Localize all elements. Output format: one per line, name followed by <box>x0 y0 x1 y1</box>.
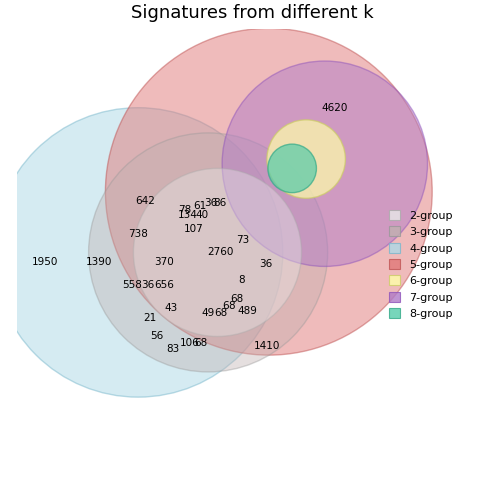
Text: 83: 83 <box>166 344 179 354</box>
Text: 1950: 1950 <box>32 257 58 267</box>
Text: 370: 370 <box>154 257 174 267</box>
Text: 4620: 4620 <box>321 103 347 113</box>
Circle shape <box>134 168 301 337</box>
Text: 8: 8 <box>238 275 245 285</box>
Text: 6: 6 <box>223 300 229 310</box>
Text: 36: 36 <box>141 280 154 290</box>
Text: 642: 642 <box>136 196 156 206</box>
Text: 738: 738 <box>128 229 148 239</box>
Text: 1390: 1390 <box>86 257 112 267</box>
Legend: 2-group, 3-group, 4-group, 5-group, 6-group, 7-group, 8-group: 2-group, 3-group, 4-group, 5-group, 6-gr… <box>389 210 453 319</box>
Text: 36: 36 <box>260 259 273 269</box>
Text: 86: 86 <box>214 198 227 208</box>
Text: 106: 106 <box>179 338 199 348</box>
Text: 40: 40 <box>195 210 208 220</box>
Circle shape <box>105 28 432 355</box>
Text: 1410: 1410 <box>254 341 280 351</box>
Circle shape <box>268 144 317 193</box>
Text: 43: 43 <box>164 303 177 313</box>
Text: 61: 61 <box>193 201 206 211</box>
Circle shape <box>222 61 427 267</box>
Text: 489: 489 <box>237 306 257 316</box>
Circle shape <box>0 108 283 397</box>
Text: 21: 21 <box>144 313 157 323</box>
Text: 107: 107 <box>184 224 204 234</box>
Text: 73: 73 <box>236 235 249 245</box>
Text: 2760: 2760 <box>207 247 233 258</box>
Text: 8: 8 <box>228 300 235 310</box>
Text: 68: 68 <box>215 308 228 318</box>
Text: 68: 68 <box>194 338 207 348</box>
Title: Signatures from different k: Signatures from different k <box>131 4 373 22</box>
Circle shape <box>267 120 345 198</box>
Text: 49: 49 <box>202 308 215 318</box>
Circle shape <box>89 133 328 372</box>
Text: 78: 78 <box>178 206 192 215</box>
Text: 68: 68 <box>230 294 244 304</box>
Text: 656: 656 <box>154 280 174 290</box>
Text: 56: 56 <box>150 332 163 341</box>
Text: 134: 134 <box>177 210 198 220</box>
Text: 558: 558 <box>122 280 143 290</box>
Text: 36: 36 <box>204 198 218 208</box>
